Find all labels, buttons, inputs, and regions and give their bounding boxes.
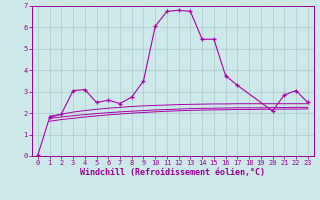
X-axis label: Windchill (Refroidissement éolien,°C): Windchill (Refroidissement éolien,°C) bbox=[80, 168, 265, 177]
